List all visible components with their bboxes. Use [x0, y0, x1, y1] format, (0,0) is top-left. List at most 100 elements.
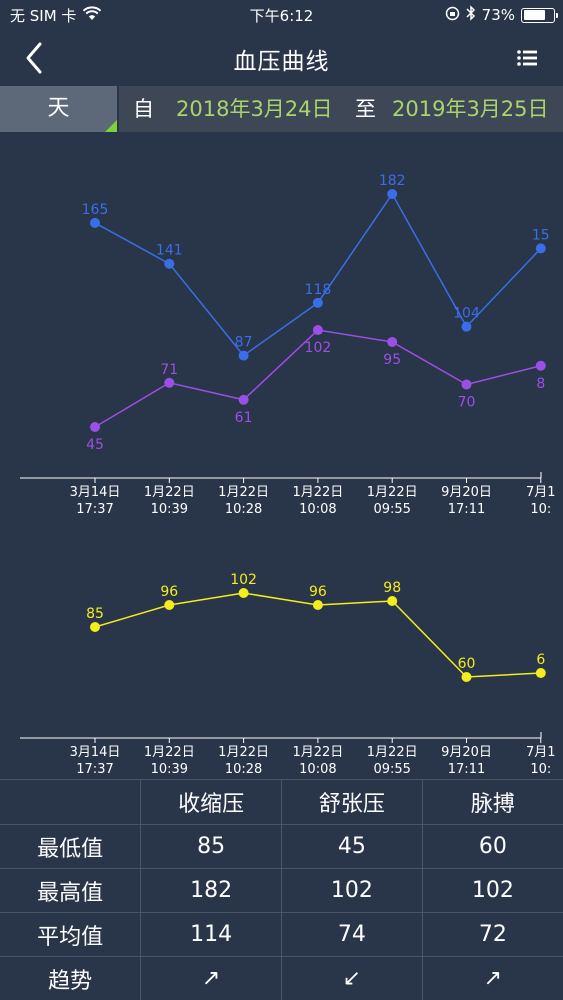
x-tick-label: 09:55: [373, 502, 410, 517]
data-point-pulse[interactable]: [164, 600, 175, 610]
data-point-pulse[interactable]: [90, 622, 100, 632]
x-tick-label: 17:37: [76, 762, 113, 777]
x-tick-label: 10:39: [151, 762, 188, 777]
x-tick-label: 1月22日: [292, 745, 343, 760]
data-label-pulse: 96: [160, 584, 178, 600]
from-date[interactable]: 2018年3月24日: [176, 97, 333, 121]
x-tick-label: 10:28: [225, 502, 262, 517]
trend-arrow-icon: ↗: [422, 956, 563, 1000]
from-label: 自: [133, 97, 154, 121]
row-label: 最高值: [0, 868, 142, 913]
x-tick-label: 17:37: [76, 502, 113, 517]
stat-value: 74: [281, 912, 423, 957]
chevron-left-icon: [26, 42, 42, 74]
x-tick-label: 10:08: [299, 502, 336, 517]
orientation-lock-icon: [445, 6, 460, 25]
data-point-diastolic[interactable]: [312, 325, 323, 336]
to-label: 至: [355, 97, 376, 121]
data-point-systolic[interactable]: [90, 217, 100, 228]
stat-value: 102: [281, 868, 423, 913]
data-label-diastolic: 70: [458, 394, 476, 410]
x-tick-label: 1月22日: [144, 745, 195, 760]
period-value: 天: [47, 96, 70, 121]
filter-bar: 天 自 2018年3月24日 至 2019年3月25日: [0, 86, 563, 132]
data-point-systolic[interactable]: [387, 189, 398, 199]
data-label-diastolic: 71: [160, 362, 178, 378]
data-label-systolic: 165: [82, 202, 109, 218]
data-label-pulse: 102: [230, 572, 257, 588]
data-label-pulse: 85: [86, 606, 104, 622]
data-label-diastolic: 8: [536, 376, 545, 392]
data-point-systolic[interactable]: [164, 258, 175, 269]
status-bar: 无 SIM 卡 下午6:12 73%: [0, 0, 563, 30]
battery-icon: [521, 7, 558, 23]
data-point-systolic[interactable]: [461, 321, 472, 332]
data-label-diastolic: 45: [86, 437, 104, 453]
trend-arrow-icon: ↗: [140, 956, 282, 1000]
x-tick-label: 17:11: [448, 762, 485, 777]
data-point-diastolic[interactable]: [90, 422, 100, 432]
stat-value: 102: [422, 868, 563, 913]
row-label: 最低值: [0, 824, 142, 869]
data-label-pulse: 98: [383, 580, 401, 596]
data-label-diastolic: 102: [305, 340, 332, 356]
x-tick-label: 7月1: [526, 745, 556, 760]
data-label-diastolic: 95: [383, 352, 401, 368]
x-tick-label: 10:39: [151, 502, 188, 517]
x-tick-label: 10:28: [225, 762, 262, 777]
data-point-diastolic[interactable]: [238, 394, 249, 405]
data-point-systolic[interactable]: [535, 243, 546, 254]
x-tick-label: 10:08: [299, 762, 336, 777]
list-icon: [517, 50, 537, 66]
x-tick-label: 7月1: [526, 485, 556, 500]
data-point-pulse[interactable]: [312, 600, 323, 610]
data-label-systolic: 15: [532, 227, 550, 243]
x-tick-label: 1月22日: [367, 485, 418, 500]
data-label-systolic: 141: [156, 243, 183, 259]
wifi-icon: [82, 6, 102, 25]
back-button[interactable]: [18, 40, 54, 76]
data-point-pulse[interactable]: [535, 668, 546, 678]
data-label-systolic: 182: [379, 173, 406, 189]
to-date[interactable]: 2019年3月25日: [392, 97, 549, 121]
x-tick-label: 1月22日: [367, 745, 418, 760]
page-title: 血压曲线: [233, 49, 330, 75]
stat-value: 72: [422, 912, 563, 957]
data-point-pulse[interactable]: [461, 672, 472, 682]
stats-header-pulse: 脉搏: [422, 779, 563, 825]
blood-pressure-chart: 3月14日 17:37 1月22日 10:39 1月22日 10:28 1月22日 10:08…: [20, 173, 556, 517]
table-row: 趋势 ↗ ↙ ↗: [0, 956, 563, 1000]
data-label-systolic: 87: [235, 335, 253, 351]
nav-bar: 血压曲线: [0, 30, 563, 86]
data-label-pulse: 6: [536, 652, 545, 668]
x-tick-label: 1月22日: [218, 745, 269, 760]
data-point-diastolic[interactable]: [535, 360, 546, 371]
period-select[interactable]: 天: [0, 86, 117, 132]
row-label: 平均值: [0, 912, 142, 957]
data-point-systolic[interactable]: [312, 297, 323, 308]
data-point-pulse[interactable]: [238, 588, 249, 598]
x-tick-label: 9月20日: [441, 485, 492, 500]
data-label-pulse: 96: [309, 584, 327, 600]
data-point-pulse[interactable]: [387, 596, 398, 606]
x-tick-label: 17:11: [448, 502, 485, 517]
stat-value: 60: [422, 824, 563, 869]
x-tick-label: 3月14日: [70, 485, 121, 500]
row-label: 趋势: [0, 956, 142, 1000]
data-label-systolic: 118: [305, 282, 332, 298]
table-row: 最低值 85 45 60: [0, 824, 563, 869]
data-point-systolic[interactable]: [238, 350, 249, 361]
data-label-diastolic: 61: [235, 410, 253, 426]
bluetooth-icon: [466, 5, 476, 25]
stat-value: 114: [140, 912, 282, 957]
data-point-diastolic[interactable]: [461, 379, 472, 390]
x-tick-label: 10:: [530, 762, 551, 777]
data-label-pulse: 60: [458, 656, 476, 672]
menu-button[interactable]: [515, 46, 541, 70]
data-point-diastolic[interactable]: [164, 377, 175, 388]
x-tick-label: 1月22日: [144, 485, 195, 500]
x-tick-label: 9月20日: [441, 745, 492, 760]
stats-table: 收缩压 舒张压 脉搏 最低值 85 45 60 最高值 182 102 102 …: [0, 779, 563, 1000]
x-tick-label: 3月14日: [70, 745, 121, 760]
data-point-diastolic[interactable]: [387, 336, 398, 347]
